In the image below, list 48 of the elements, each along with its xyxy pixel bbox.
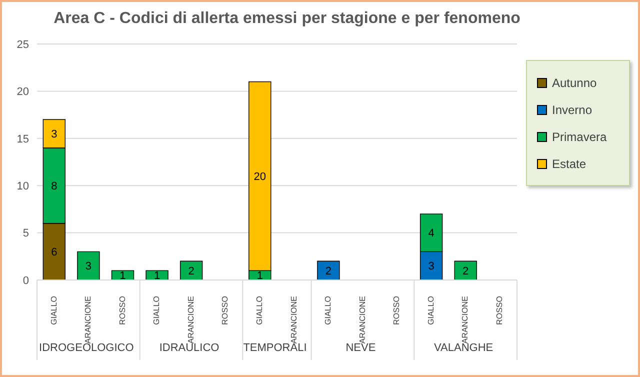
text: IDRAULICO — [158, 342, 220, 354]
x-tick-label: GIALLO — [152, 296, 162, 325]
x-tick-label: ARANCIONE — [358, 296, 367, 344]
y-tick-label: 0 — [22, 274, 29, 287]
x-tick-label: ROSSO — [392, 296, 402, 325]
x-tick-label: ARANCIONE — [186, 296, 196, 344]
x-tick-label: ROSSO — [494, 296, 504, 325]
data-label: 1 — [120, 270, 126, 282]
bar — [317, 260, 340, 280]
chart-title: Area C - Codici di allerta emessi per stagione e per fenomeno — [52, 10, 522, 28]
text: NEVE — [344, 342, 377, 354]
data-label: 1 — [154, 270, 160, 282]
x-tick-label: GIALLO — [49, 296, 58, 325]
x-tick-label: GIALLO — [254, 296, 264, 325]
y-tick-label: 15 — [16, 133, 29, 146]
x-tick-label: ARANCIONE — [460, 296, 470, 344]
data-label: 3 — [51, 128, 58, 141]
x-tick-label: GIALLO — [426, 296, 436, 325]
y-tick-label: 20 — [16, 86, 29, 98]
data-label: 4 — [428, 228, 434, 240]
bar — [180, 260, 203, 280]
legend-label: Estate — [552, 156, 586, 170]
text: VALANGHE — [433, 342, 494, 354]
data-label: 20 — [254, 171, 266, 184]
y-tick-label: 25 — [16, 38, 29, 51]
text: IDROGEOLOGICO — [38, 342, 135, 354]
x-tick-label: ARANCIONE — [289, 296, 298, 344]
x-tick-label: ARANCIONE — [84, 296, 93, 344]
y-tick-label: 5 — [22, 228, 29, 240]
data-label: 2 — [462, 265, 469, 278]
data-label: 2 — [325, 265, 332, 278]
legend-label: Primavera — [552, 130, 607, 144]
x-tick-label: ROSSO — [220, 296, 230, 325]
data-label: 3 — [428, 260, 434, 273]
data-label: 8 — [51, 180, 58, 193]
data-label: 6 — [51, 246, 58, 259]
data-label: 2 — [188, 265, 194, 278]
y-tick-label: 10 — [16, 180, 29, 193]
bar — [146, 270, 168, 280]
data-label: 1 — [256, 270, 263, 282]
bar — [454, 260, 477, 280]
x-tick-label: ROSSO — [118, 296, 127, 325]
data-label: 3 — [85, 260, 92, 273]
legend-label: Inverno — [552, 102, 592, 116]
x-tick-label: GIALLO — [324, 296, 333, 325]
legend-label: Autunno — [552, 76, 597, 90]
bar — [77, 251, 100, 280]
text: TEMPORALI — [242, 342, 308, 354]
